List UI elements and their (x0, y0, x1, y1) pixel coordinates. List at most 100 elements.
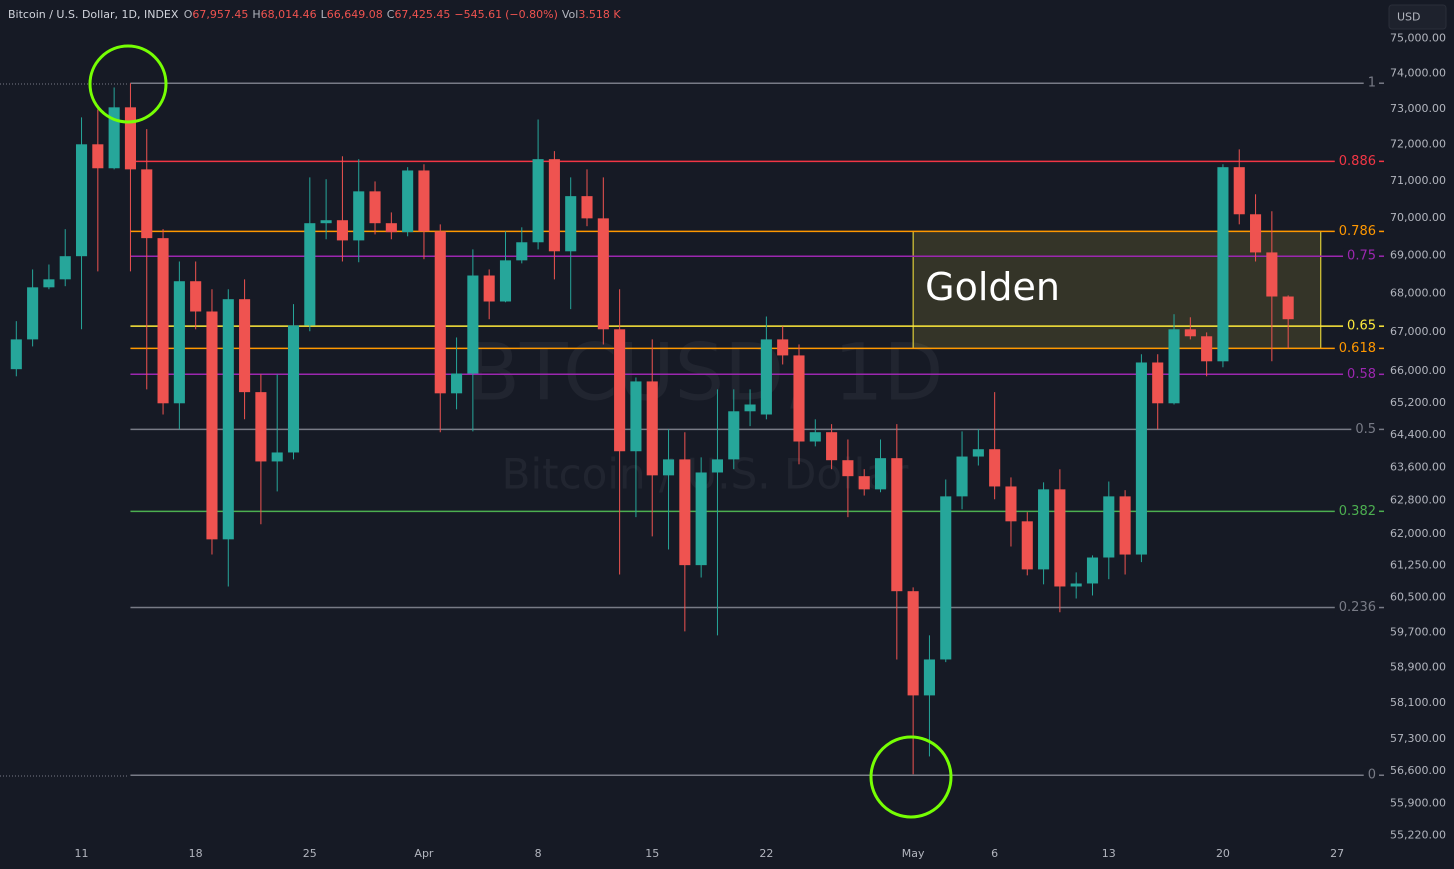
candle-body (793, 355, 805, 442)
candle-body (858, 476, 870, 490)
candle-body (923, 659, 935, 696)
candle-body (222, 299, 234, 540)
fib-label: 1 (1368, 76, 1376, 91)
candle-body (27, 287, 39, 340)
candle-body (402, 170, 414, 233)
candle-body (1201, 336, 1213, 362)
fib-label: 0.382 (1339, 504, 1376, 519)
candle-body (190, 281, 202, 312)
watermark-title: BTCUSD, 1D (467, 328, 944, 418)
candle-body (711, 459, 724, 473)
header-part: 67,957.45 (192, 8, 248, 21)
fib-label-bg (1334, 340, 1385, 357)
y-tick-label: 62,800.00 (1390, 494, 1446, 507)
y-tick-label: 65,200.00 (1390, 396, 1446, 409)
y-tick-label: 58,100.00 (1390, 696, 1446, 709)
x-tick-label: 18 (189, 847, 203, 860)
candle-body (1152, 362, 1164, 404)
fib-label-bg (1334, 223, 1385, 240)
x-tick-label: 15 (645, 847, 659, 860)
fib-label: 0.886 (1339, 154, 1376, 169)
fib-label: 0 (1368, 768, 1376, 783)
fib-label: 0.75 (1347, 249, 1376, 264)
y-tick-label: 57,300.00 (1390, 732, 1446, 745)
currency-button[interactable] (1388, 4, 1447, 30)
header-part: Bitcoin / U.S. Dollar, 1D, INDEX (8, 8, 179, 21)
y-tick-label: 70,000.00 (1390, 211, 1446, 224)
y-tick-label: 69,000.00 (1390, 248, 1446, 261)
candle-body (662, 459, 675, 476)
candle-body (891, 458, 903, 592)
axis-labels: 75,000.00 74,000.00 73,000.00 72,000.00 71,0… (1390, 31, 1446, 841)
header-part: 67,425.45 (394, 8, 450, 21)
y-tick-label: 64,400.00 (1390, 428, 1446, 441)
y-tick-label: 56,600.00 (1390, 764, 1446, 777)
candle-body (75, 144, 88, 257)
candle-body (467, 275, 479, 374)
candle-body (59, 256, 71, 280)
candle-body (646, 381, 658, 476)
candle-body (548, 159, 560, 252)
candle-body (369, 191, 381, 224)
candle-body (695, 472, 707, 566)
candle-body (728, 411, 740, 460)
x-tick-label: 25 (303, 847, 317, 860)
y-tick-label: 55,220.00 (1390, 828, 1446, 841)
candle-body (1233, 167, 1245, 215)
y-tick-label: 62,000.00 (1390, 527, 1446, 540)
x-tick-label: 27 (1330, 847, 1344, 860)
y-tick-label: 74,000.00 (1390, 66, 1446, 79)
y-tick-label: 61,250.00 (1390, 559, 1446, 572)
candle-body (157, 238, 169, 404)
header-part: −545.61 (454, 8, 502, 21)
candle-body (255, 392, 267, 462)
y-tick-label: 59,700.00 (1390, 625, 1446, 638)
candle-body (874, 458, 887, 490)
currency-label: USD (1397, 11, 1421, 24)
candle-body (124, 107, 136, 170)
candle-body (499, 260, 512, 302)
header: Bitcoin / U.S. Dollar, 1D, INDEX O67,957.… (8, 8, 621, 21)
y-tick-label: 73,000.00 (1390, 102, 1446, 115)
x-tick-label: 11 (75, 847, 89, 860)
fib-label-bg (1363, 767, 1385, 784)
y-tick-label: 66,000.00 (1390, 364, 1446, 377)
price-axis (1386, 0, 1454, 869)
y-tick-label: 72,000.00 (1390, 138, 1446, 151)
candle-body (108, 107, 120, 169)
y-tick-label: 58,900.00 (1390, 660, 1446, 673)
header-part: H (252, 8, 260, 21)
candle-body (304, 223, 316, 326)
fib-label: 0.236 (1339, 600, 1376, 615)
candle-body (826, 432, 838, 461)
candle-body (43, 279, 55, 288)
candle-body (418, 170, 430, 232)
candle-body (679, 459, 691, 566)
x-tick-label: 22 (759, 847, 773, 860)
fib-label: 0.786 (1339, 224, 1376, 239)
candle-body (1054, 489, 1066, 587)
y-tick-label: 55,900.00 (1390, 796, 1446, 809)
x-tick-label: May (902, 847, 925, 860)
candle-body (1021, 521, 1033, 570)
fib-label-bg (1343, 366, 1385, 383)
highlight-circle (869, 735, 953, 819)
fib-label: 0.5 (1355, 422, 1376, 437)
candle-body (206, 311, 218, 540)
candle-body (907, 591, 919, 696)
candle-body (353, 191, 365, 241)
candle-body (614, 329, 626, 452)
candle-body (451, 373, 463, 394)
highlight-circle (88, 44, 168, 124)
candle-body (1135, 362, 1147, 555)
x-tick-label: Apr (414, 847, 434, 860)
candle-body (173, 281, 185, 404)
candle-body (385, 223, 397, 233)
candle-body (271, 452, 283, 462)
x-tick-label: 6 (991, 847, 998, 860)
candle-body (1086, 557, 1099, 584)
candle-body (1168, 329, 1180, 404)
